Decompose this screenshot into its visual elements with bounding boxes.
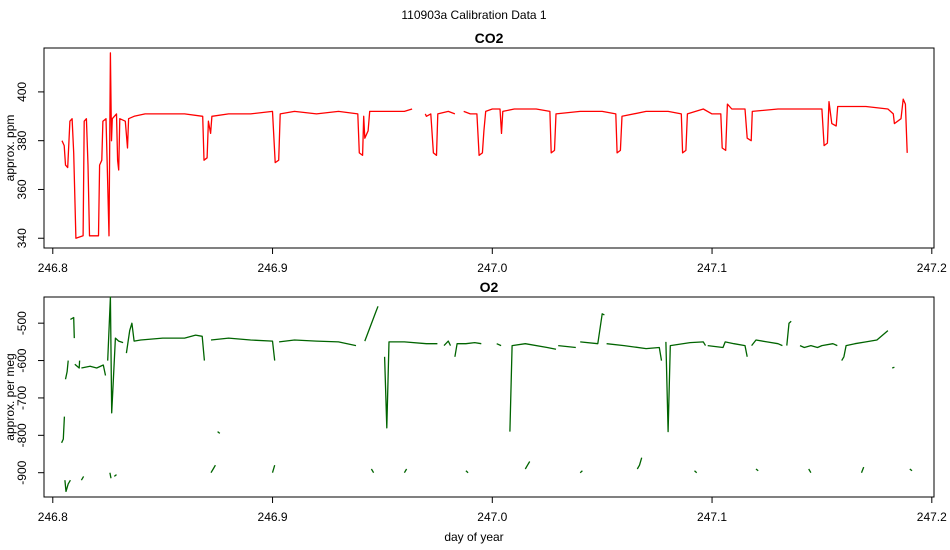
o2-series-line bbox=[860, 466, 865, 473]
o2-series-line bbox=[755, 468, 759, 472]
o2-series-line bbox=[509, 343, 557, 432]
o2-series-line bbox=[579, 470, 583, 474]
co2-y-axis-label: approx. ppm bbox=[3, 115, 17, 182]
o2-y-tick-label: -900 bbox=[15, 460, 29, 484]
o2-series-line bbox=[636, 457, 643, 470]
o2-series-line bbox=[364, 306, 379, 342]
o2-series-line bbox=[109, 472, 112, 479]
o2-series-line bbox=[403, 468, 408, 474]
co2-x-tick-label: 246.8 bbox=[38, 261, 68, 275]
o2-series-line bbox=[271, 465, 276, 473]
figure-title: 110903a Calibration Data 1 bbox=[401, 8, 547, 22]
co2-title: CO2 bbox=[475, 30, 504, 46]
o2-plot-frame bbox=[43, 296, 935, 498]
co2-ticks: 246.8 246.9 247.0 247.1 247.2 340 360 380 400 bbox=[15, 82, 947, 275]
o2-panel: O2 approx. per meg day of year 246.8 246.… bbox=[3, 279, 947, 544]
o2-x-tick-label: 247.0 bbox=[477, 510, 507, 524]
o2-series-line bbox=[808, 468, 812, 474]
o2-series-line bbox=[61, 416, 66, 444]
o2-y-tick-label: -600 bbox=[15, 348, 29, 372]
o2-series-line bbox=[606, 343, 663, 361]
co2-y-tick-label: 380 bbox=[15, 130, 29, 150]
o2-y-axis-label: approx. per meg bbox=[3, 353, 17, 440]
co2-x-tick-label: 247.1 bbox=[697, 261, 727, 275]
o2-series-line bbox=[70, 316, 75, 339]
o2-series-line bbox=[80, 476, 85, 481]
co2-series bbox=[61, 52, 908, 239]
o2-series-line bbox=[81, 364, 107, 376]
o2-y-tick-label: -500 bbox=[15, 311, 29, 335]
o2-series-line bbox=[892, 366, 895, 369]
o2-y-tick-label: -800 bbox=[15, 423, 29, 447]
x-axis-label: day of year bbox=[444, 530, 503, 544]
co2-plot-frame bbox=[43, 47, 935, 249]
o2-x-tick-label: 246.9 bbox=[258, 510, 288, 524]
o2-series-line bbox=[217, 431, 221, 434]
o2-series-line bbox=[107, 296, 124, 414]
o2-series-line bbox=[443, 340, 452, 347]
o2-series-line bbox=[909, 468, 913, 472]
co2-y-tick-label: 400 bbox=[15, 82, 29, 102]
o2-series-line bbox=[580, 313, 605, 345]
o2-series-line bbox=[125, 322, 206, 361]
co2-series-line bbox=[424, 110, 456, 156]
o2-series-line bbox=[799, 343, 838, 349]
co2-x-tick-label: 246.9 bbox=[258, 261, 288, 275]
o2-series-line bbox=[64, 479, 71, 493]
o2-x-tick-label: 247.2 bbox=[917, 510, 947, 524]
o2-series-line bbox=[524, 461, 531, 470]
o2-series-line bbox=[751, 339, 783, 347]
co2-series-line bbox=[61, 52, 413, 239]
o2-ticks: 246.8 246.9 247.0 247.1 247.2 -900 -800 -700 -60… bbox=[15, 311, 947, 524]
o2-series-line bbox=[383, 341, 438, 429]
o2-x-tick-label: 246.8 bbox=[38, 510, 68, 524]
co2-series-line bbox=[463, 98, 908, 156]
o2-series-line bbox=[74, 360, 81, 369]
o2-series-line bbox=[64, 360, 69, 380]
co2-x-tick-label: 247.0 bbox=[477, 261, 507, 275]
o2-series-line bbox=[370, 468, 375, 474]
o2-series-line bbox=[665, 341, 707, 433]
o2-series-line bbox=[113, 474, 117, 477]
o2-series-line bbox=[694, 470, 698, 474]
o2-series-line bbox=[558, 344, 576, 349]
o2-series-line bbox=[707, 341, 748, 357]
o2-series-line bbox=[454, 341, 482, 357]
o2-series-line bbox=[210, 337, 276, 361]
o2-y-tick-label: -700 bbox=[15, 386, 29, 410]
o2-series-line bbox=[841, 330, 889, 361]
o2-series-line bbox=[786, 320, 792, 346]
o2-series-line bbox=[279, 339, 357, 347]
o2-x-tick-label: 247.1 bbox=[697, 510, 727, 524]
o2-series bbox=[61, 296, 913, 493]
o2-series-line bbox=[210, 464, 216, 474]
co2-y-tick-label: 360 bbox=[15, 179, 29, 199]
co2-y-tick-label: 340 bbox=[15, 228, 29, 248]
co2-panel: CO2 approx. ppm 246.8 246.9 247.0 247.1 247.… bbox=[3, 30, 947, 275]
co2-x-tick-label: 247.2 bbox=[917, 261, 947, 275]
o2-series-line bbox=[496, 343, 502, 347]
o2-series-line bbox=[465, 470, 469, 474]
o2-title: O2 bbox=[480, 279, 499, 295]
